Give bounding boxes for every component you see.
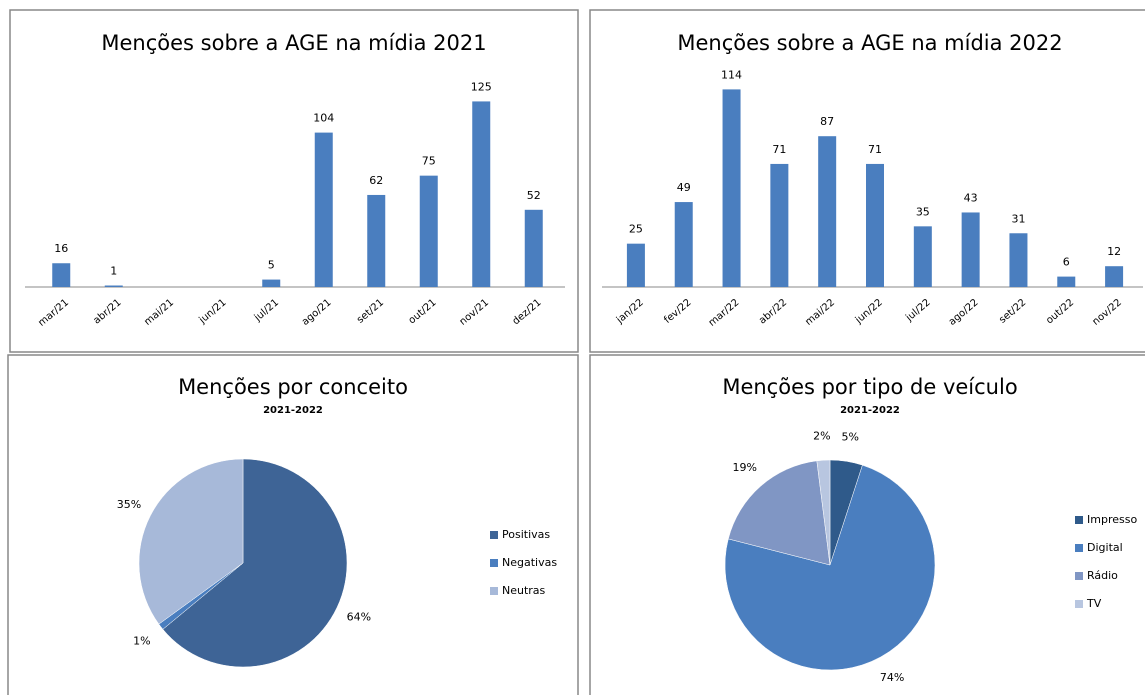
legend-label: Digital bbox=[1087, 541, 1123, 554]
bar bbox=[818, 136, 837, 287]
pie-slice bbox=[727, 460, 831, 566]
data-label: 35% bbox=[117, 498, 141, 511]
data-label: 52 bbox=[527, 189, 541, 202]
data-label: 16 bbox=[54, 242, 68, 255]
data-label: 104 bbox=[313, 112, 334, 125]
data-label: 1 bbox=[110, 265, 117, 278]
legend-swatch bbox=[1075, 572, 1083, 580]
bar bbox=[1057, 276, 1076, 287]
legend-label: Rádio bbox=[1087, 569, 1118, 582]
bar bbox=[866, 163, 884, 287]
data-label: 6 bbox=[1063, 256, 1070, 269]
data-label: 12 bbox=[1107, 245, 1121, 258]
data-label: 35 bbox=[916, 205, 930, 218]
bar bbox=[1009, 233, 1028, 287]
data-label: 2% bbox=[813, 429, 830, 442]
bar bbox=[472, 101, 491, 287]
legend-swatch bbox=[1075, 600, 1083, 608]
bar bbox=[1105, 266, 1124, 287]
data-label: 31 bbox=[1011, 212, 1025, 225]
data-label: 75 bbox=[422, 155, 436, 168]
bar bbox=[314, 132, 333, 287]
chart-title: Menções sobre a AGE na mídia 2021 bbox=[101, 31, 486, 55]
bar bbox=[52, 263, 71, 287]
bar bbox=[367, 194, 386, 287]
data-label: 5% bbox=[841, 431, 858, 444]
bar bbox=[913, 226, 932, 287]
bar bbox=[961, 212, 980, 287]
pie-slice bbox=[724, 464, 936, 671]
chart-subtitle: 2021-2022 bbox=[840, 405, 900, 416]
data-label: 1% bbox=[133, 634, 150, 647]
bar bbox=[674, 202, 693, 287]
legend-label: Negativas bbox=[502, 556, 557, 569]
legend-swatch bbox=[490, 531, 498, 539]
data-label: 64% bbox=[347, 610, 371, 623]
data-label: 114 bbox=[721, 68, 742, 81]
pie-slice bbox=[816, 459, 831, 566]
legend-label: Impresso bbox=[1087, 513, 1137, 526]
bar bbox=[419, 175, 438, 287]
legend-swatch bbox=[490, 587, 498, 595]
pie-slice bbox=[162, 458, 348, 668]
bar bbox=[524, 209, 543, 287]
data-label: 43 bbox=[964, 191, 978, 204]
data-label: 19% bbox=[732, 461, 756, 474]
legend-label: Neutras bbox=[502, 584, 546, 597]
data-label: 71 bbox=[868, 143, 882, 156]
legend-label: Positivas bbox=[502, 528, 550, 541]
data-label: 125 bbox=[471, 80, 492, 93]
legend-swatch bbox=[490, 559, 498, 567]
data-label: 74% bbox=[880, 671, 904, 684]
data-label: 49 bbox=[677, 181, 691, 194]
pie-slice bbox=[138, 458, 244, 625]
data-label: 62 bbox=[369, 174, 383, 187]
data-label: 25 bbox=[629, 223, 643, 236]
data-label: 87 bbox=[820, 115, 834, 128]
chart-subtitle: 2021-2022 bbox=[263, 405, 323, 416]
data-label: 71 bbox=[772, 143, 786, 156]
chart-title: Menções por conceito bbox=[178, 375, 408, 399]
bar bbox=[722, 89, 741, 288]
bar bbox=[626, 243, 645, 287]
legend-label: TV bbox=[1086, 597, 1102, 610]
bar bbox=[770, 163, 789, 287]
bar bbox=[262, 279, 281, 287]
chart-title: Menções por tipo de veículo bbox=[722, 375, 1017, 399]
bar bbox=[104, 285, 123, 287]
data-label: 5 bbox=[268, 259, 275, 272]
legend-swatch bbox=[1075, 516, 1083, 524]
chart-title: Menções sobre a AGE na mídia 2022 bbox=[677, 31, 1062, 55]
panel bbox=[9, 9, 579, 353]
legend-swatch bbox=[1075, 544, 1083, 552]
